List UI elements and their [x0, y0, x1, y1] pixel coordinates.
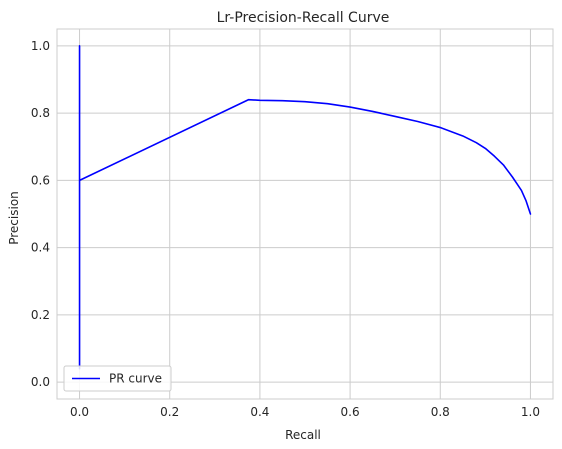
chart-title: Lr-Precision-Recall Curve — [217, 10, 390, 26]
legend-label: PR curve — [109, 372, 162, 386]
grid-layer — [57, 29, 553, 399]
x-tick-label: 0.2 — [160, 405, 179, 419]
tick-layer: 0.0 0.2 0.4 0.6 0.8 1.0 0.0 0.2 0.4 0.6 0.8 1.0 — [31, 39, 540, 419]
y-axis-title: Precision — [7, 191, 21, 245]
legend-box — [63, 365, 172, 392]
x-tick-label: 0.8 — [431, 405, 450, 419]
y-tick-label: 0.0 — [31, 375, 50, 389]
y-tick-label: 0.8 — [31, 106, 50, 120]
y-tick-label: 0.4 — [31, 241, 50, 255]
pr-curve-line — [78, 45, 532, 370]
series-layer — [78, 45, 532, 370]
y-tick-label: 1.0 — [31, 39, 50, 53]
y-tick-label: 0.6 — [31, 173, 50, 187]
legend: PR curve — [63, 365, 172, 392]
x-tick-label: 1.0 — [521, 405, 540, 419]
x-axis-title: Recall — [285, 428, 321, 442]
x-tick-label: 0.4 — [250, 405, 269, 419]
plot-frame — [56, 28, 554, 400]
y-tick-label: 0.2 — [31, 308, 50, 322]
x-tick-label: 0.0 — [70, 405, 89, 419]
x-tick-label: 0.6 — [341, 405, 360, 419]
